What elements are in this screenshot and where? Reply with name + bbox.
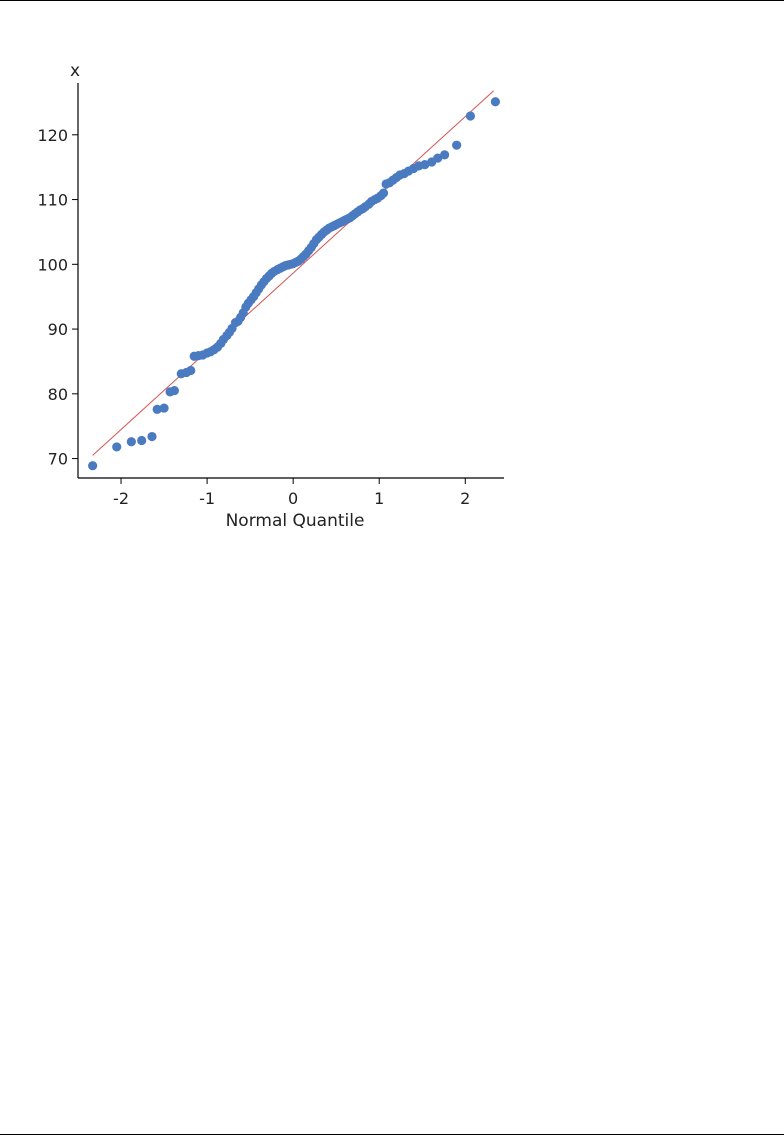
data-point bbox=[152, 404, 162, 414]
data-point bbox=[378, 188, 389, 198]
x-tick-label: 2 bbox=[460, 489, 470, 508]
tick-marks bbox=[72, 134, 466, 484]
data-point bbox=[112, 442, 122, 452]
data-point bbox=[433, 153, 443, 163]
y-axis-label: x bbox=[70, 61, 80, 81]
reference-line bbox=[92, 90, 495, 456]
bottom-rule bbox=[0, 1134, 784, 1135]
data-points bbox=[88, 97, 500, 471]
data-point bbox=[126, 437, 136, 447]
data-point bbox=[88, 461, 98, 471]
data-point bbox=[186, 365, 196, 376]
y-tick-label: 70 bbox=[48, 450, 68, 469]
x-tick-label: -1 bbox=[199, 489, 215, 508]
data-point bbox=[465, 111, 476, 121]
data-point bbox=[147, 431, 157, 442]
y-tick-label: 110 bbox=[37, 191, 68, 210]
y-tick-label: 120 bbox=[37, 126, 68, 145]
x-tick-label: 0 bbox=[288, 489, 298, 508]
data-point bbox=[159, 403, 169, 413]
tick-labels: 70 80 90 100 110 120 -2 -1 0 1 2 bbox=[37, 126, 470, 508]
data-point bbox=[452, 140, 462, 150]
top-rule bbox=[0, 0, 784, 1]
data-point bbox=[440, 150, 450, 160]
y-tick-label: 80 bbox=[48, 385, 68, 404]
x-axis-label: Normal Quantile bbox=[226, 511, 365, 531]
plot-axes bbox=[77, 83, 504, 479]
data-point bbox=[169, 385, 179, 396]
data-point bbox=[490, 97, 500, 107]
data-point bbox=[137, 435, 147, 446]
y-tick-label: 100 bbox=[37, 255, 68, 274]
x-tick-label: 1 bbox=[374, 489, 384, 508]
x-tick-label: -2 bbox=[113, 489, 129, 508]
reference-line-group bbox=[92, 90, 495, 456]
y-tick-label: 90 bbox=[48, 320, 68, 339]
